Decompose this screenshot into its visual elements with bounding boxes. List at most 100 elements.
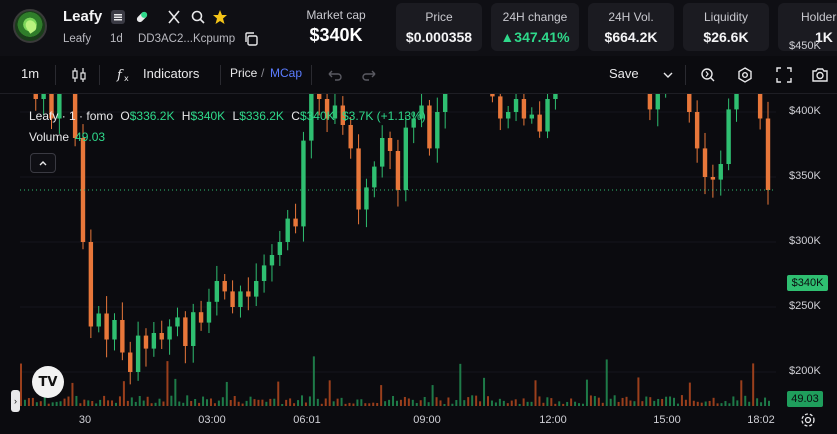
candle-body <box>222 281 227 292</box>
token-header: Leafy Leafy 1d DD3AC2...Kcpump Market ca… <box>0 0 837 56</box>
candle-body <box>151 333 157 349</box>
fullscreen-icon[interactable] <box>774 65 794 85</box>
tradingview-logo-icon[interactable]: TV <box>32 366 64 398</box>
chevron-down-icon[interactable] <box>658 65 678 85</box>
candle-body <box>309 94 314 141</box>
price-value: $0.000358 <box>405 29 473 45</box>
copy-icon[interactable] <box>243 31 259 47</box>
candle-body <box>387 138 393 151</box>
star-icon[interactable] <box>211 8 229 26</box>
volume-bar <box>332 401 335 406</box>
candles-icon[interactable] <box>69 65 89 85</box>
save-button[interactable]: Save <box>609 66 639 81</box>
volume-bar <box>657 398 660 406</box>
quick-search-icon[interactable] <box>698 65 718 85</box>
undo-icon[interactable] <box>324 65 344 85</box>
candle-body <box>757 94 763 119</box>
candle-body <box>427 105 432 149</box>
volume-bar <box>118 396 121 406</box>
ohlc-legend: Leafy · 1 · fomo O$336.2K H$340K L$336.2… <box>29 109 426 123</box>
candle-body <box>726 109 731 164</box>
volume-bar <box>320 403 323 406</box>
divider <box>311 65 312 85</box>
volume-bar <box>637 377 640 406</box>
last-volume-tag: 49.03 <box>787 391 823 407</box>
price-toggle[interactable]: Price <box>230 66 258 80</box>
volume-bar <box>186 395 189 406</box>
candle-body <box>419 105 424 119</box>
volume-bar <box>217 400 220 406</box>
volume-bar <box>344 403 347 406</box>
chart-canvas[interactable] <box>0 94 837 434</box>
volume-bar <box>253 399 256 406</box>
change-label: 24H change <box>502 10 568 24</box>
pill-icon[interactable] <box>133 8 151 26</box>
volume-bar <box>166 361 169 406</box>
volume-bar <box>233 396 236 406</box>
volume-bar <box>601 402 604 406</box>
volume-bar <box>708 400 711 406</box>
menu-icon[interactable] <box>109 8 127 26</box>
y-tick-label: $450K <box>789 40 821 52</box>
side-panel-handle[interactable]: › <box>11 390 20 412</box>
volume-bar <box>585 379 588 406</box>
volume-bar <box>221 397 224 406</box>
x-twitter-icon[interactable] <box>165 8 183 26</box>
volume-bar <box>392 395 395 406</box>
volume-bar <box>273 398 276 406</box>
volume-bar <box>202 396 205 406</box>
volume-bar <box>348 402 351 406</box>
token-ticker: Leafy <box>63 33 92 45</box>
change-value-legend: $3.7K (+1.13%) <box>341 109 426 123</box>
indicators-button[interactable]: Indicators <box>143 66 200 81</box>
volume-value: $664.2K <box>604 29 658 45</box>
mcap-toggle[interactable]: MCap <box>270 66 303 80</box>
axis-settings-icon[interactable] <box>800 412 816 428</box>
candle-body <box>710 177 716 180</box>
volume-bar <box>130 397 133 406</box>
volume-bar <box>633 401 636 406</box>
volume-bar <box>534 380 537 406</box>
candle-body <box>348 125 353 149</box>
candle-body <box>356 148 361 210</box>
candle-body <box>411 118 416 128</box>
candle-body <box>395 151 401 190</box>
volume-bar <box>613 395 616 406</box>
redo-icon[interactable] <box>360 65 380 85</box>
settings-icon[interactable] <box>735 65 755 85</box>
toggle-slash: / <box>261 66 265 80</box>
search-icon[interactable] <box>189 8 207 26</box>
token-age: 1d <box>110 33 123 45</box>
volume-bar <box>700 402 703 406</box>
interval-selector[interactable]: 1m <box>21 66 40 81</box>
volume-bar <box>661 398 664 406</box>
volume-bar <box>688 382 691 406</box>
candle-body <box>718 164 723 180</box>
volume-bar <box>27 398 30 406</box>
contract-address[interactable]: DD3AC2...Kcpump <box>138 33 236 45</box>
volume-bar <box>35 402 38 406</box>
candle-body <box>112 320 117 340</box>
volume-bar <box>554 403 557 406</box>
volume-bar <box>463 400 466 406</box>
collapse-legend-button[interactable] <box>30 153 56 173</box>
volume-bar <box>748 401 751 406</box>
volume-bar <box>328 380 331 406</box>
camera-icon[interactable] <box>810 65 830 85</box>
volume-bar <box>83 399 86 406</box>
price-chart[interactable]: Leafy · 1 · fomo O$336.2K H$340K L$336.2… <box>0 40 837 434</box>
volume-bar <box>451 403 454 406</box>
market-cap-label: Market cap <box>306 8 366 22</box>
volume-bar <box>510 400 513 406</box>
volume-bar <box>399 399 402 406</box>
divider <box>55 65 56 85</box>
volume-bar <box>605 359 608 406</box>
volume-bar <box>360 399 363 406</box>
token-logo <box>13 9 47 43</box>
candle-body <box>490 94 495 97</box>
x-tick-label: 09:00 <box>413 414 441 426</box>
candle-body <box>198 312 204 323</box>
volume-bar <box>518 403 521 406</box>
volume-bar <box>526 401 529 406</box>
